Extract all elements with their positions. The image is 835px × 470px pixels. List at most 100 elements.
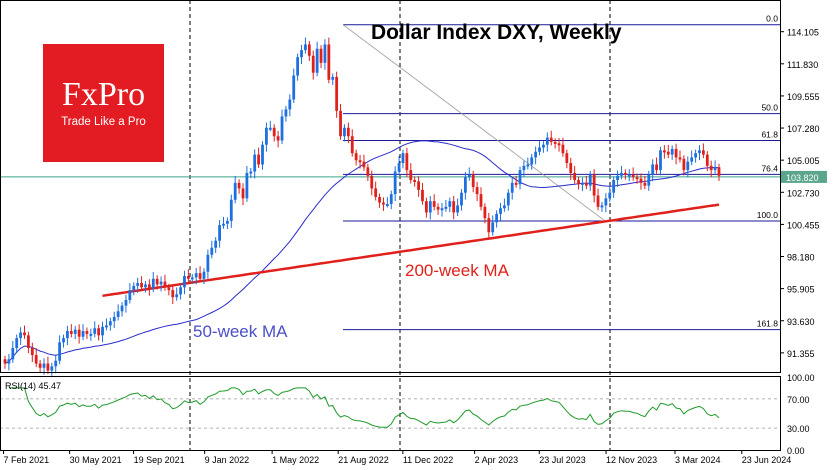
candle-body	[183, 276, 186, 288]
candle-body	[214, 240, 218, 248]
candle-body	[389, 194, 393, 204]
candle-body	[631, 174, 635, 178]
candle-body	[222, 223, 225, 226]
candle-body	[343, 127, 346, 137]
candle-body	[401, 153, 405, 164]
logo-tagline: Trade Like a Pro	[61, 116, 146, 128]
y-tick-label: 105.005	[787, 156, 820, 166]
y-tick-label: 111.830	[787, 60, 818, 70]
candle-body	[510, 182, 514, 193]
candle-body	[709, 165, 713, 171]
current-price-label: 103.820	[786, 173, 819, 183]
candle-body	[116, 311, 120, 317]
rsi-label: RSI(14) 45.47	[5, 381, 61, 391]
candle-body	[288, 99, 292, 110]
candle-body	[592, 174, 596, 196]
rsi-tick-label: 70.00	[787, 395, 810, 405]
candle-body	[241, 188, 245, 199]
y-tick-label: 114.105	[787, 28, 819, 38]
candle-body	[467, 174, 471, 178]
candle-body	[444, 206, 448, 209]
candle-body	[483, 206, 487, 219]
price-panel-frame	[0, 0, 781, 373]
candle-body	[245, 172, 249, 199]
candle-body	[38, 363, 42, 368]
candle-body	[128, 290, 132, 300]
x-tick-label: 3 Mar 2024	[675, 455, 721, 465]
candle-body	[198, 273, 202, 279]
candle-body	[218, 225, 221, 241]
rsi-line	[8, 387, 720, 428]
candle-body	[280, 116, 284, 141]
candle-body	[327, 44, 331, 80]
candle-body	[144, 284, 147, 288]
fib-trend-line	[342, 24, 606, 222]
y-tick-label: 91.355	[787, 349, 815, 359]
axes: 114.105 111.830 109.555 107.280 105.005 102.7…	[0, 0, 827, 465]
candle-body	[701, 150, 705, 155]
candle-body	[518, 170, 522, 185]
candle-body	[471, 174, 475, 188]
candle-body	[151, 278, 155, 289]
y-tick-label: 98.180	[787, 253, 815, 263]
candle-body	[577, 180, 580, 185]
candle-body	[448, 201, 452, 207]
candle-body	[97, 328, 101, 336]
candle-body	[682, 158, 686, 171]
candle-body	[514, 182, 518, 185]
candle-body	[526, 164, 530, 167]
candle-body	[304, 44, 307, 51]
candle-body	[225, 220, 229, 224]
x-tick-label: 12 Nov 2023	[606, 455, 657, 465]
candle-body	[417, 181, 420, 190]
candle-body	[54, 360, 58, 367]
candle-body	[3, 359, 7, 364]
candle-body	[7, 359, 11, 364]
candle-body	[292, 75, 296, 100]
y-tick-label: 95.905	[787, 285, 815, 295]
candle-body	[659, 150, 662, 171]
candle-body	[581, 182, 584, 185]
candle-body	[666, 151, 670, 155]
candle-body	[140, 283, 143, 288]
y-tick-label: 107.280	[787, 124, 820, 134]
candle-body	[432, 201, 436, 207]
candle-body	[542, 144, 545, 148]
candle-body	[674, 148, 678, 158]
candle-body	[655, 164, 658, 171]
candle-body	[651, 164, 655, 175]
fibonacci-levels: 0.0 50.0 61.8 76.4 100.0 161.8	[342, 14, 780, 331]
x-tick-label: 2 Apr 2023	[475, 455, 519, 465]
candle-body	[421, 189, 424, 202]
candle-body	[366, 167, 370, 176]
x-tick-label: 1 May 2022	[272, 455, 319, 465]
candle-body	[175, 294, 179, 298]
candle-body	[503, 205, 506, 209]
candle-body	[495, 213, 499, 223]
candle-body	[409, 170, 413, 180]
candle-body	[331, 76, 335, 80]
candle-body	[171, 290, 175, 298]
candle-body	[319, 48, 323, 63]
candle-body	[190, 277, 194, 280]
candle-body	[538, 147, 541, 152]
candle-body	[105, 325, 108, 328]
candle-body	[686, 161, 690, 171]
candle-body	[237, 182, 241, 189]
x-tick-label: 11 Dec 2022	[403, 455, 453, 465]
candle-body	[339, 110, 342, 137]
candle-body	[705, 154, 709, 166]
rsi-panel: 100.00 70.00 30.00 0.00	[0, 373, 815, 456]
annotation-200-week-ma: 200-week MA	[405, 261, 510, 280]
candle-body	[194, 273, 198, 278]
candle-body	[132, 285, 136, 291]
candle-body	[124, 300, 128, 306]
candle-body	[120, 305, 124, 312]
fxpro-logo: FxPro Trade Like a Pro	[43, 44, 164, 162]
y-tick-label: 109.555	[787, 92, 820, 102]
candle-body	[678, 157, 682, 160]
candle-body	[77, 329, 81, 337]
candle-body	[73, 329, 77, 334]
fib-level-label: 61.8	[761, 129, 778, 139]
